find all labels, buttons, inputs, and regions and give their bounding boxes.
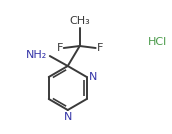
Text: NH₂: NH₂ — [26, 50, 47, 60]
Text: F: F — [56, 43, 63, 53]
Text: F: F — [97, 43, 103, 53]
Text: N: N — [89, 72, 97, 82]
Text: N: N — [64, 112, 72, 122]
Text: CH₃: CH₃ — [69, 16, 90, 26]
Text: HCl: HCl — [147, 37, 167, 47]
